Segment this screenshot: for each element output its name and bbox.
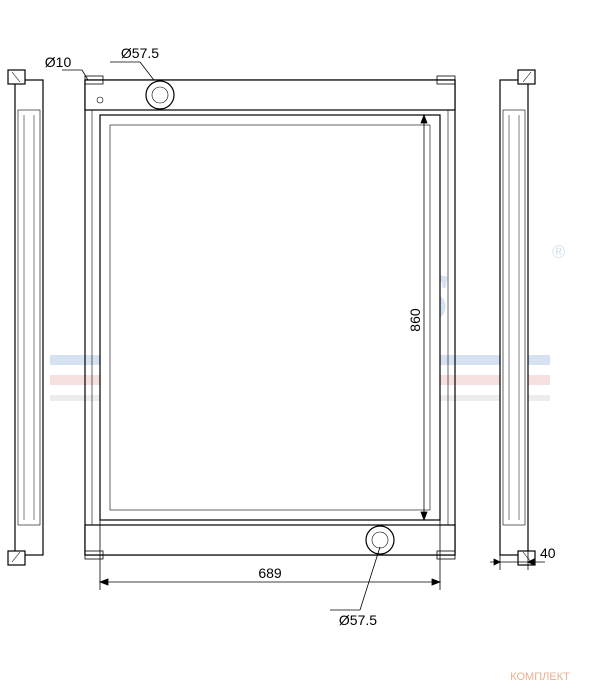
dim-small-diameter: Ø10 xyxy=(45,54,72,70)
dim-bottom-port: Ø57.5 xyxy=(339,612,377,628)
distributor-mark: КОМПЛЕКТ xyxy=(510,671,570,683)
dim-leader-bottom-port xyxy=(360,547,380,610)
side-view-left xyxy=(8,70,43,565)
dim-depth-label: 40 xyxy=(540,545,556,561)
front-view xyxy=(85,76,455,559)
watermark-r: ® xyxy=(552,242,565,262)
dim-width-label: 689 xyxy=(258,565,282,581)
dim-top-port: Ø57.5 xyxy=(121,45,159,61)
technical-drawing: Nissens ® Ø10 Ø57.5 xyxy=(0,0,600,695)
dim-height-label: 860 xyxy=(407,308,423,332)
side-view-right xyxy=(500,70,535,565)
